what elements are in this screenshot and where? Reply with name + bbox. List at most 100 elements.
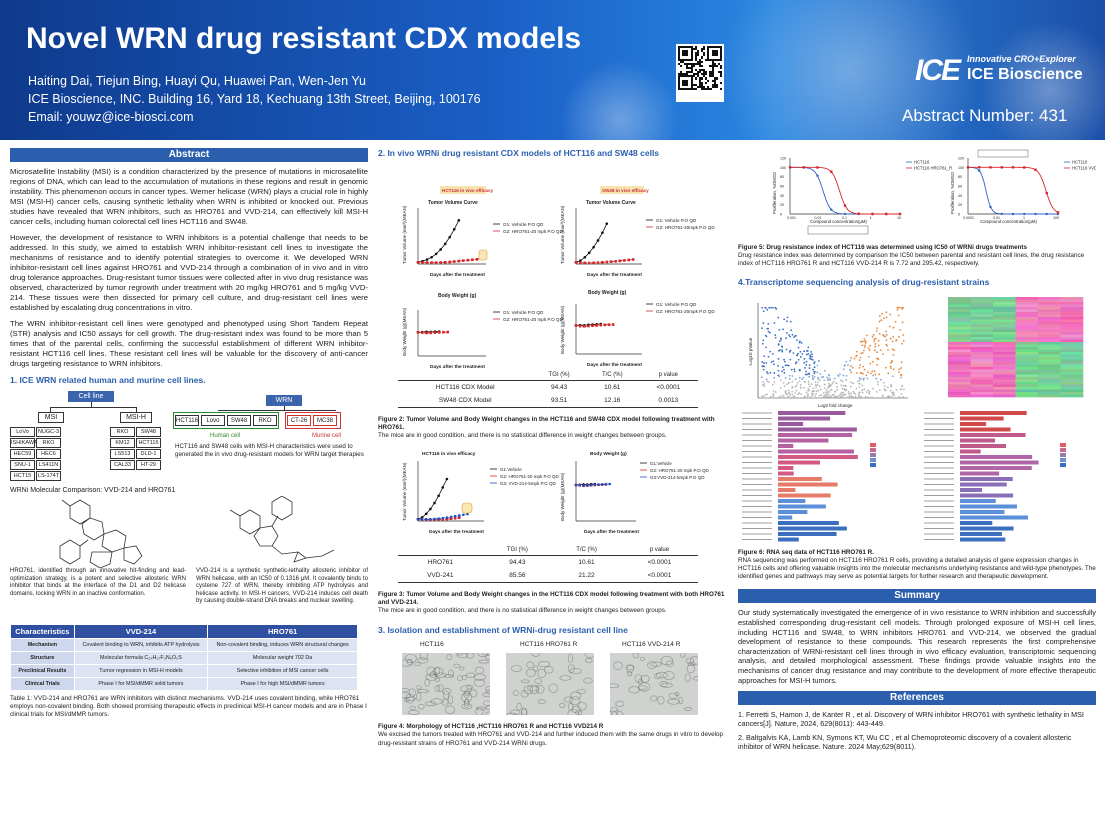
term-label-placeholder [924,511,954,513]
volcano-point [892,335,895,338]
enrichment-bar [778,449,854,454]
cell-shape [409,706,416,711]
term-label-placeholder [924,467,954,469]
heatmap-cell [1060,386,1084,390]
data-point [574,324,578,327]
volcano-point [856,371,858,374]
data-point [582,483,585,487]
volcano-point [872,333,875,336]
dose-response-curve [967,166,1058,215]
volcano-point [761,342,764,345]
figure5-caption: Figure 5: Drug resistance index of HCT11… [738,244,1096,269]
volcano-point [762,309,765,312]
heatmap-cell [993,331,1016,335]
cell-shape [461,703,473,710]
heatmap-cell [993,309,1016,312]
chart-text: Tumor Volume Curve [428,200,478,206]
heatmap-cell [993,391,1016,395]
data-point [631,258,635,261]
data-point [578,324,582,328]
volcano-point [877,358,880,360]
volcano-point [763,384,766,387]
volcano-point [899,328,902,331]
data-point [1011,166,1015,169]
volcano-point [844,389,847,392]
heatmap-cell [1060,361,1084,365]
cell-shape [687,662,696,667]
volcano-point [869,372,872,375]
volcano-point [869,344,872,347]
data-point [574,483,578,486]
table-cell: 94.43 [550,384,568,391]
heatmap-cell [970,346,994,350]
volcano-point [903,388,905,390]
summary-text: Our study systematically investigated th… [738,608,1096,685]
cell-shape [443,674,454,679]
cell-shape [678,697,684,705]
volcano-point [812,387,815,389]
heatmap-cell [1060,359,1084,362]
heatmap-cell [1015,366,1039,370]
legend-swatch [870,442,876,447]
heatmap-cell [1015,354,1039,357]
volcano-point [885,338,888,341]
cell-line-box: HT-29 [136,460,161,470]
series-line [575,223,608,263]
heatmap-cell [1015,296,1039,300]
table-cell: Mechanism [10,638,75,652]
qr-code[interactable] [676,44,724,102]
heatmap-cell [993,394,1016,397]
email[interactable]: Email: youwz@ice-biosci.com [28,110,194,124]
volcano-point [782,381,785,384]
cell-shape [526,669,536,678]
heatmap-cell [970,301,994,305]
volcano-point [852,382,855,384]
term-label-placeholder [742,456,772,458]
volcano-point [860,395,863,398]
wrn-cell-box: MC38 [313,415,337,426]
cell-shape [433,667,441,676]
volcano-point [791,333,794,336]
volcano-point [793,394,796,397]
cell-shape [527,685,540,692]
volcano-point [765,370,768,373]
heatmap-cell [1015,374,1039,377]
chart-text: G1: Vehicle P.O QD [656,218,697,223]
volcano-point [786,363,788,366]
volcano-point [853,357,856,360]
enrichment-bar [960,509,1005,514]
volcano-point [849,385,852,388]
volcano-point [874,345,877,348]
heatmap-cell [993,344,1016,347]
data-point [978,166,981,169]
heatmap-cell [993,306,1016,310]
figure4-caption-text: We excised the tumors treated with HRO76… [378,731,723,747]
heatmap-cell [970,364,994,367]
volcano-point [814,394,817,397]
volcano-point [769,395,772,398]
volcano-point [880,378,882,381]
enrichment-bar [960,537,1006,542]
data-point [434,261,438,264]
volcano-point [792,351,795,354]
heatmap-cell [1015,314,1039,317]
volcano-point [812,396,815,399]
volcano-point [777,343,780,346]
chart-text: Compound concentration(μM) [980,219,1037,224]
data-point [830,170,833,173]
volcano-point [850,396,853,399]
heatmap-cell [1038,379,1061,382]
highlight-box [478,249,488,261]
data-point [416,331,420,334]
heatmap-cell [1038,361,1061,365]
cell-shape [447,695,453,705]
volcano-point [824,395,827,397]
volcano-point [830,388,833,391]
volcano-point [897,306,900,309]
figure3-caption-title: Figure 3: Tumor Volume and Body Weight c… [378,590,725,606]
chart-text: 40 [780,194,784,198]
logo-tagline: Innovative CRO+Explorer [967,54,1076,64]
enrichment-bar [960,498,996,503]
data-point [966,166,970,169]
heatmap-cell [993,296,1016,300]
